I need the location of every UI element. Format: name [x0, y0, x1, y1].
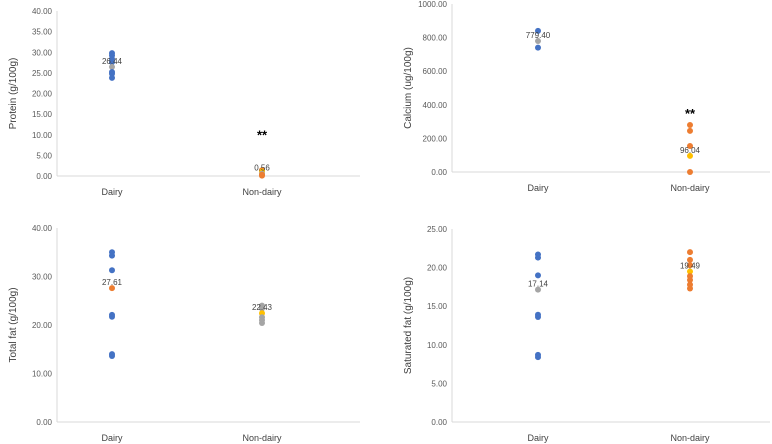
y-tick-label: 400.00 [423, 101, 448, 110]
data-label: 19.49 [680, 262, 701, 271]
y-axis-title: Protein (g/100g) [8, 58, 19, 130]
y-tick-label: 10.00 [427, 341, 448, 350]
data-point [535, 354, 541, 361]
data-point [109, 74, 115, 81]
data-point [687, 262, 693, 269]
y-tick-label: 5.00 [36, 151, 52, 160]
data-point [259, 320, 265, 327]
data-point [535, 272, 541, 279]
y-tick-label: 35.00 [32, 28, 53, 37]
data-point [109, 267, 115, 274]
data-point [687, 276, 693, 283]
data-point [687, 285, 693, 292]
y-tick-label: 0.00 [36, 172, 52, 181]
chart-panel-3: 0.00 10.00 20.00 30.00 40.00 Dairy Non-dairy To… [8, 224, 360, 443]
y-tick-label: 30.00 [32, 273, 53, 282]
data-point [259, 172, 265, 179]
x-category-label: Non-dairy [242, 187, 282, 197]
data-point [109, 285, 115, 292]
y-tick-label: 25.00 [427, 225, 448, 234]
chart-panel-2: 0.00 200.00 400.00 600.00 800.00 1000.00 Dairy… [403, 0, 770, 193]
data-label: 17.14 [528, 280, 549, 289]
data-point [109, 70, 115, 77]
data-point [535, 44, 541, 51]
data-label: 22.43 [252, 303, 273, 312]
data-point [687, 249, 693, 256]
data-point [535, 314, 541, 321]
data-label: 96.04 [680, 146, 701, 155]
chart-panel-4: 0.00 5.00 10.00 15.00 20.00 25.00 Dairy Non-dai… [403, 225, 770, 443]
data-label: 27.61 [102, 278, 123, 287]
data-point [687, 127, 693, 134]
y-tick-label: 25.00 [32, 69, 53, 78]
y-tick-label: 1000.00 [418, 0, 447, 9]
data-label: 26.44 [102, 57, 123, 66]
data-point [687, 152, 693, 159]
y-axis-title: Saturated fat (g/100g) [403, 277, 414, 374]
data-label: 779.40 [526, 31, 551, 40]
x-category-label: Dairy [527, 433, 549, 443]
x-category-label: Dairy [101, 187, 123, 197]
data-point [109, 252, 115, 259]
y-tick-label: 40.00 [32, 224, 53, 233]
data-point [109, 353, 115, 360]
data-point [535, 254, 541, 261]
y-tick-label: 0.00 [431, 418, 447, 427]
y-tick-label: 200.00 [423, 134, 448, 143]
data-point [109, 63, 115, 70]
significance-marker: ** [257, 128, 268, 143]
y-tick-label: 15.00 [32, 110, 53, 119]
data-point [535, 286, 541, 293]
data-point [687, 256, 693, 263]
x-category-label: Non-dairy [242, 433, 282, 443]
y-tick-label: 10.00 [32, 131, 53, 140]
y-tick-label: 20.00 [32, 90, 53, 99]
x-category-label: Non-dairy [670, 183, 710, 193]
y-tick-label: 0.00 [431, 168, 447, 177]
y-tick-label: 10.00 [32, 370, 53, 379]
y-tick-label: 30.00 [32, 48, 53, 57]
x-category-label: Dairy [101, 433, 123, 443]
data-point [687, 121, 693, 128]
data-point [259, 305, 265, 312]
y-tick-label: 15.00 [427, 302, 448, 311]
y-axis-title: Calcium (ug/100g) [403, 47, 414, 129]
data-point [535, 38, 541, 45]
y-axis-title: Total fat (g/100g) [8, 287, 19, 362]
y-tick-label: 40.00 [32, 7, 53, 16]
data-point [687, 169, 693, 175]
data-label: 0.56 [254, 164, 270, 173]
y-tick-label: 600.00 [423, 67, 448, 76]
data-point [109, 59, 115, 66]
y-tick-label: 20.00 [427, 264, 448, 273]
y-tick-label: 800.00 [423, 34, 448, 43]
significance-marker: ** [685, 106, 696, 121]
data-point [687, 142, 693, 149]
y-tick-label: 20.00 [32, 321, 53, 330]
data-point [109, 313, 115, 320]
y-tick-label: 5.00 [431, 379, 447, 388]
y-tick-label: 0.00 [36, 418, 52, 427]
x-category-label: Non-dairy [670, 433, 710, 443]
data-point [687, 268, 693, 275]
chart-panel-1: 0.00 5.00 10.00 15.00 20.00 25.00 30.00 35.00 40… [8, 7, 360, 197]
data-point [535, 27, 541, 34]
x-category-label: Dairy [527, 183, 549, 193]
